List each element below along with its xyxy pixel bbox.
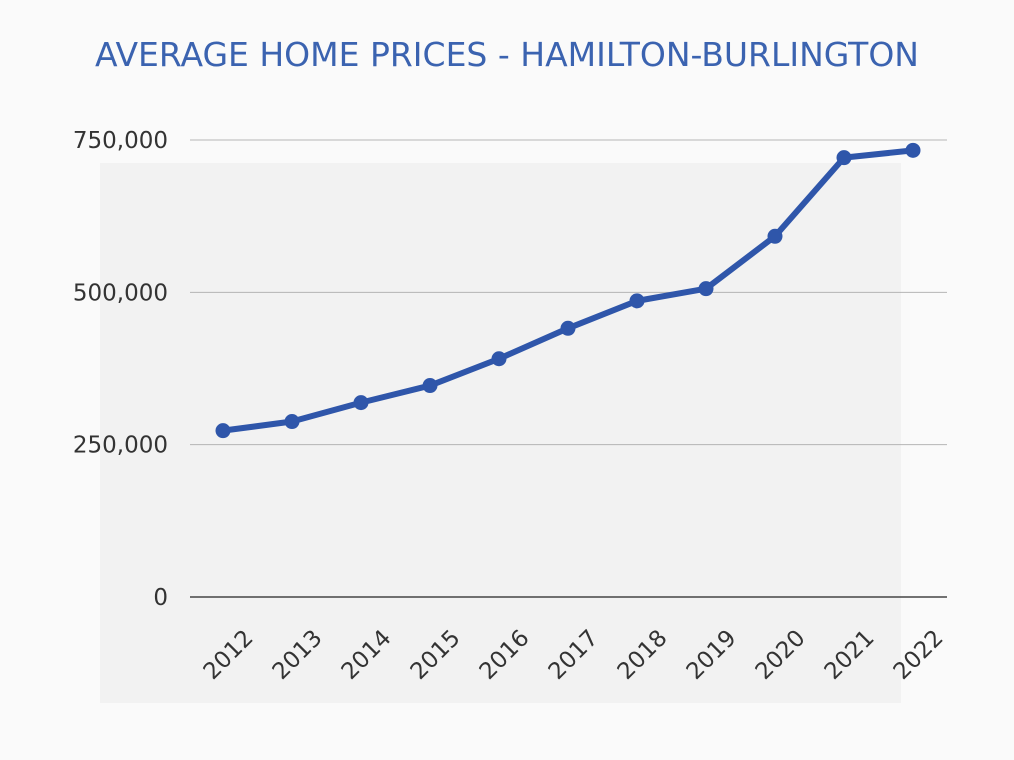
data-point — [905, 142, 921, 158]
data-point — [629, 293, 645, 309]
grid-lines — [190, 139, 947, 598]
data-point — [767, 228, 783, 244]
chart-title: AVERAGE HOME PRICES - HAMILTON-BURLINGTO… — [95, 35, 919, 74]
data-point — [836, 150, 852, 166]
y-tick-label: 250,000 — [73, 433, 168, 459]
series-price — [215, 142, 921, 439]
y-tick-label: 0 — [153, 585, 168, 611]
y-axis-labels: 0 250,000 500,000 750,000 — [73, 128, 168, 611]
y-tick-label: 500,000 — [73, 280, 168, 306]
data-point — [215, 423, 231, 439]
data-point — [353, 395, 369, 411]
y-tick-label: 750,000 — [73, 128, 168, 154]
data-point — [491, 351, 507, 367]
plot-background — [100, 163, 901, 703]
data-point — [422, 378, 438, 394]
data-point — [284, 414, 300, 430]
data-point — [560, 320, 576, 336]
data-point — [698, 281, 714, 297]
